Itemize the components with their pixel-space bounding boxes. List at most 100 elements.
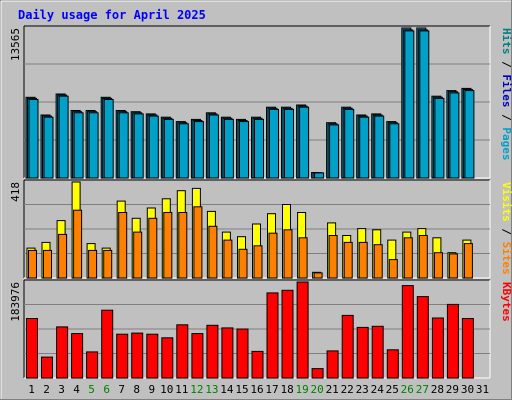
- bar-kbytes-day-3: [56, 326, 69, 379]
- bar-pages-day-12: [193, 121, 204, 179]
- x-tick-label: 24: [371, 383, 385, 396]
- panel-kbytes: 183976 KBytes: [9, 279, 512, 379]
- x-tick-label: 28: [431, 383, 444, 396]
- x-tick-label: 9: [148, 383, 155, 396]
- bar-sites-day-26: [403, 237, 413, 279]
- bar-pages-day-24: [374, 115, 385, 179]
- bar-pages-day-14: [223, 118, 234, 179]
- panel-hits-ymax-label: 13565: [9, 28, 22, 61]
- bar-sites-day-10: [163, 212, 173, 279]
- series-pages: [28, 30, 475, 179]
- panel-hits: 13565 Hits / Files / Pages: [9, 25, 512, 179]
- bar-kbytes-day-2: [41, 356, 53, 379]
- legend-item-kbytes: KBytes: [500, 282, 512, 322]
- bar-pages-day-16: [254, 118, 264, 179]
- bar-sites-day-1: [28, 249, 37, 279]
- bar-sites-day-29: [448, 253, 458, 279]
- bar-pages-day-15: [239, 121, 249, 179]
- x-tick-label: 23: [356, 383, 369, 396]
- panel-visits: 418 Visits / Sites: [9, 179, 512, 279]
- x-tick-label: 13: [205, 383, 218, 396]
- x-tick-label: 15: [235, 383, 248, 396]
- legend-separator: /: [500, 108, 512, 128]
- bar-pages-day-3: [58, 95, 69, 179]
- bar-pages-day-22: [344, 108, 355, 179]
- legend-item-hits: Hits: [500, 28, 512, 55]
- bar-kbytes-day-26: [401, 285, 414, 379]
- bar-pages-day-8: [133, 113, 144, 179]
- bar-pages-day-11: [178, 123, 189, 179]
- bar-pages-day-7: [118, 112, 129, 179]
- legend-separator: /: [500, 55, 512, 75]
- bar-sites-day-23: [358, 241, 368, 279]
- bar-pages-day-5: [88, 112, 99, 179]
- bar-sites-day-5: [88, 249, 98, 279]
- legend-item-files: Files: [500, 74, 512, 107]
- bar-pages-day-2: [43, 116, 54, 179]
- bar-sites-day-21: [328, 235, 338, 279]
- bar-sites-day-4: [73, 209, 83, 279]
- bar-sites-day-24: [373, 244, 383, 279]
- bar-sites-day-22: [343, 241, 353, 279]
- bar-sites-day-11: [178, 212, 188, 279]
- panel-visits-legend: Visits / Sites: [500, 182, 512, 275]
- bar-kbytes-day-5: [86, 351, 99, 379]
- bar-pages-day-1: [28, 99, 39, 179]
- bar-kbytes-day-27: [416, 296, 429, 379]
- x-tick-label: 26: [401, 383, 414, 396]
- x-tick-label: 2: [43, 383, 50, 396]
- x-tick-label: 20: [310, 383, 323, 396]
- x-tick-label: 8: [133, 383, 140, 396]
- series-kbytes: [26, 281, 474, 379]
- bar-sites-day-25: [388, 259, 398, 279]
- bar-pages-day-27: [419, 30, 430, 179]
- bar-pages-day-17: [269, 108, 279, 179]
- bar-kbytes-day-6: [101, 309, 114, 379]
- x-tick-label: 1: [28, 383, 35, 396]
- bar-kbytes-day-28: [431, 317, 444, 379]
- x-tick-label: 4: [73, 383, 80, 396]
- x-tick-label: 25: [386, 383, 399, 396]
- bar-kbytes-day-1: [26, 318, 38, 379]
- x-tick-label: 12: [190, 383, 203, 396]
- bar-sites-day-3: [58, 233, 68, 279]
- x-tick-label: 30: [461, 383, 474, 396]
- bar-kbytes-day-29: [446, 303, 459, 379]
- x-tick-label: 5: [88, 383, 95, 396]
- bar-kbytes-day-12: [191, 333, 204, 379]
- x-tick-label: 3: [58, 383, 65, 396]
- bar-kbytes-day-9: [146, 333, 159, 379]
- bar-kbytes-day-19: [296, 281, 309, 379]
- bar-sites-day-17: [268, 232, 278, 279]
- panel-visits-ymax-label: 418: [9, 182, 22, 202]
- bar-pages-day-21: [329, 124, 340, 179]
- series-sites: [28, 206, 473, 279]
- bar-sites-day-7: [118, 212, 128, 279]
- bar-sites-day-8: [133, 231, 143, 279]
- bar-kbytes-day-24: [371, 325, 384, 379]
- bar-sites-day-9: [148, 217, 158, 279]
- bar-kbytes-day-20: [311, 368, 324, 379]
- bar-sites-day-27: [418, 235, 428, 279]
- bar-sites-day-15: [238, 248, 248, 279]
- bar-kbytes-day-17: [266, 292, 279, 379]
- x-tick-label: 19: [295, 383, 308, 396]
- x-tick-label: 31: [476, 383, 489, 396]
- x-axis: 1 2 3 4 5 6 7 8 9 10 11 12 13 14 15 16 17 18 19 20 21 22 23 24 2…: [28, 383, 489, 396]
- legend-item-visits: Visits: [500, 182, 512, 222]
- x-tick-label: 11: [175, 383, 188, 396]
- bar-pages-day-18: [284, 108, 294, 179]
- bar-pages-day-10: [163, 118, 174, 179]
- bar-kbytes-day-15: [236, 328, 249, 379]
- bar-sites-day-14: [223, 239, 233, 279]
- bar-pages-day-28: [434, 97, 445, 179]
- x-tick-label: 18: [280, 383, 293, 396]
- bar-kbytes-day-4: [71, 333, 84, 379]
- bar-kbytes-day-18: [281, 289, 294, 379]
- legend-item-sites: Sites: [500, 242, 512, 275]
- bar-pages-day-9: [148, 115, 159, 179]
- x-tick-label: 14: [220, 383, 234, 396]
- panel-hits-legend: Hits / Files / Pages: [500, 28, 512, 161]
- bar-sites-day-2: [43, 249, 52, 279]
